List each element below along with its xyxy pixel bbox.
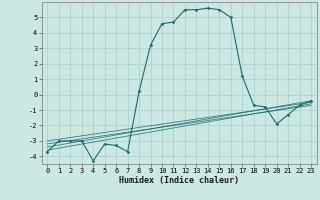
X-axis label: Humidex (Indice chaleur): Humidex (Indice chaleur) xyxy=(119,176,239,185)
